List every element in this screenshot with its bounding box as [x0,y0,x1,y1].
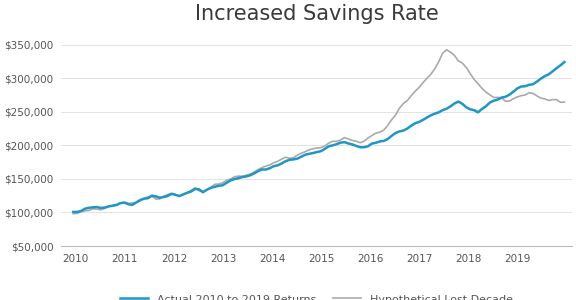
Hypothetical Lost Decade [101,207,108,210]
Hypothetical Lost Decade [70,212,77,216]
Hypothetical Lost Decade [196,189,203,193]
Actual 2010 to 2019 Returns [101,206,108,209]
Hypothetical Lost Decade [361,140,367,143]
Hypothetical Lost Decade [561,100,568,104]
Line: Actual 2010 to 2019 Returns: Actual 2010 to 2019 Returns [73,62,564,212]
Hypothetical Lost Decade [443,48,450,52]
Actual 2010 to 2019 Returns [302,153,309,157]
Actual 2010 to 2019 Returns [561,60,568,64]
Hypothetical Lost Decade [396,106,403,110]
Title: Increased Savings Rate: Increased Savings Rate [195,4,438,24]
Hypothetical Lost Decade [302,150,309,154]
Hypothetical Lost Decade [373,131,380,135]
Actual 2010 to 2019 Returns [196,188,203,191]
Actual 2010 to 2019 Returns [373,141,380,145]
Line: Hypothetical Lost Decade: Hypothetical Lost Decade [73,50,564,214]
Actual 2010 to 2019 Returns [70,210,77,214]
Legend: Actual 2010 to 2019 Returns, Hypothetical Lost Decade: Actual 2010 to 2019 Returns, Hypothetica… [116,290,517,300]
Actual 2010 to 2019 Returns [361,146,367,149]
Actual 2010 to 2019 Returns [396,130,403,133]
